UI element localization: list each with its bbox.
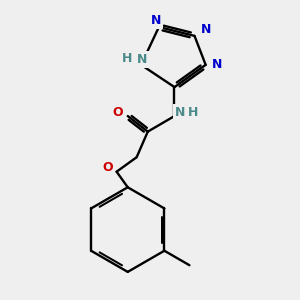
- Text: N: N: [137, 53, 147, 66]
- Text: O: O: [102, 161, 113, 174]
- Text: N: N: [175, 106, 185, 119]
- Text: H: H: [188, 106, 199, 119]
- Text: H: H: [122, 52, 132, 65]
- Text: O: O: [112, 106, 123, 119]
- Text: N: N: [150, 14, 161, 27]
- Text: N: N: [212, 58, 222, 71]
- Text: N: N: [200, 23, 211, 36]
